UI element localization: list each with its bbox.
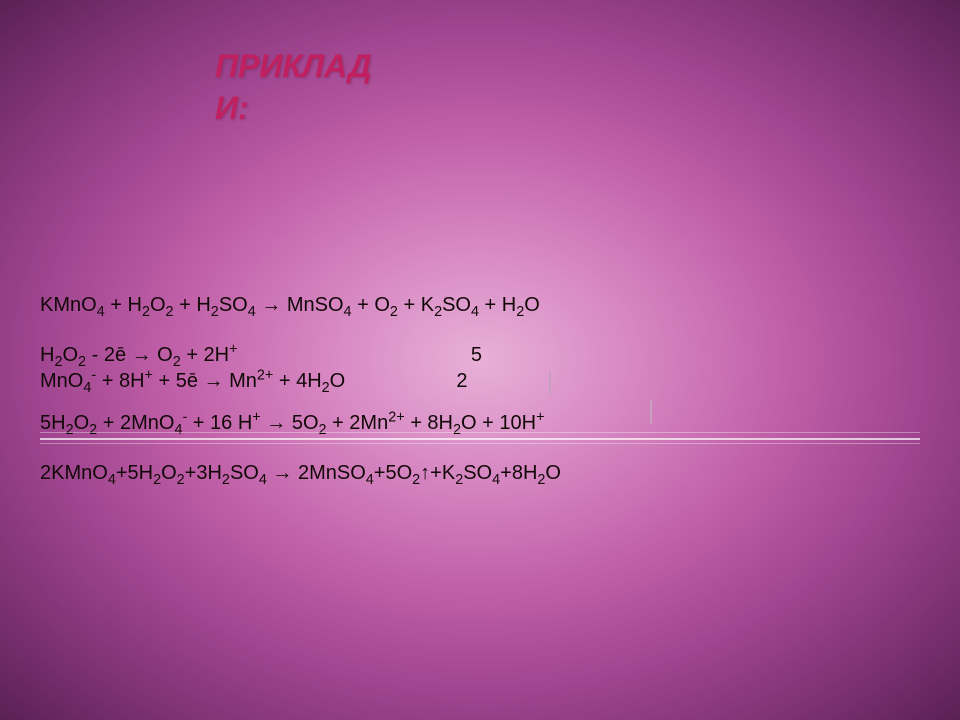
divider-line-thin-bottom	[40, 443, 920, 444]
equation-half-reaction-1: H2O2 - 2ē → O2 + 2H+ 5	[40, 345, 561, 365]
equation-ionic-sum: 5H2O2 + 2MnO4- + 16 H+ → 5O2 + 2Mn2+ + 8…	[40, 413, 561, 433]
title-line1: ПРИКЛАД	[215, 48, 371, 84]
equation-block: KMnO4 + H2O2 + H2SO4 → MnSO4 + O2 + K2SO…	[40, 295, 561, 491]
equation-main: KMnO4 + H2O2 + H2SO4 → MnSO4 + O2 + K2SO…	[40, 295, 561, 315]
divider-line-thin-top	[40, 432, 920, 433]
editing-cursor-artifact-2	[650, 400, 652, 424]
divider-line-thick	[40, 438, 920, 440]
equation-half-reaction-2: MnO4- + 8H+ + 5ē → Mn2+ + 4H2O 2	[40, 371, 561, 391]
editing-cursor-artifact-1	[549, 370, 551, 394]
title-line2: И:	[215, 90, 249, 126]
equation-final: 2KMnO4+5H2O2+3H2SO4 → 2MnSO4+5O2↑+K2SO4+…	[40, 463, 561, 483]
horizontal-divider	[40, 432, 920, 444]
slide-title: ПРИКЛАД И:	[215, 46, 455, 129]
